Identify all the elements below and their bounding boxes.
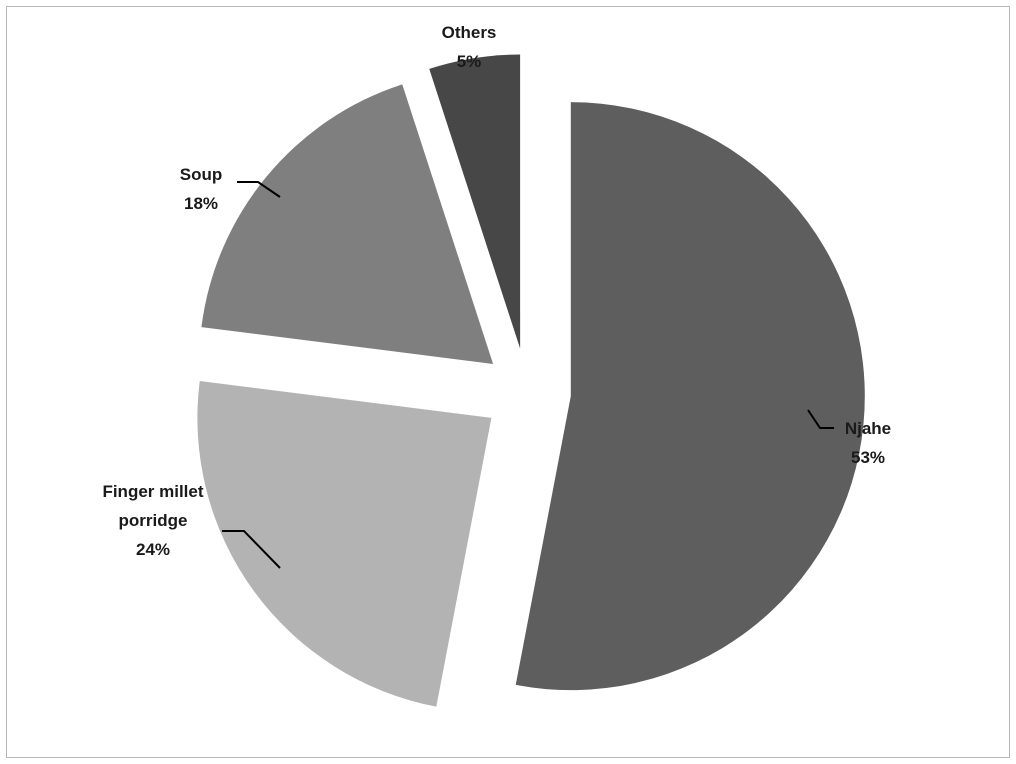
leader-line-soup [237, 181, 281, 198]
slice-value-others: 5% [457, 52, 482, 71]
pie-slice-njahe [515, 102, 865, 691]
slice-label-soup: Soup 18% [180, 165, 223, 213]
slice-value-njahe: 53% [851, 448, 885, 467]
slice-label-finger-millet-porridge: Finger millet porridge 24% [102, 482, 203, 559]
pie-slice-soup [201, 84, 494, 364]
slice-value-finger-millet-porridge: 24% [136, 540, 170, 559]
slice-label-others: Others 5% [442, 23, 497, 71]
slice-label-njahe: Njahe 53% [845, 419, 891, 467]
pie-slice-finger-millet-porridge [197, 381, 492, 707]
pie-slice-others [429, 54, 521, 349]
leader-line-finger-millet-porridge [222, 530, 281, 569]
slice-value-soup: 18% [184, 194, 218, 213]
leader-line-njahe [807, 409, 834, 429]
